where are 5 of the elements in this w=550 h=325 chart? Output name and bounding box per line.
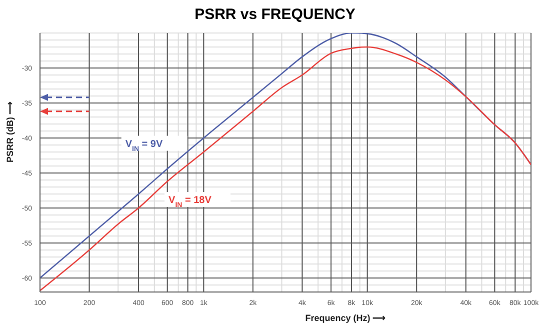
x-axis-title: Frequency (Hz) ⟶ — [305, 313, 386, 323]
series-label: V$_{IN}$ = 9V — [125, 138, 163, 152]
chart-title: PSRR vs FREQUENCY — [194, 6, 356, 23]
y-axis-title: PSRR (dB) ⟶ — [5, 102, 16, 162]
series-label: V$_{IN}$ = 18V — [168, 195, 212, 208]
